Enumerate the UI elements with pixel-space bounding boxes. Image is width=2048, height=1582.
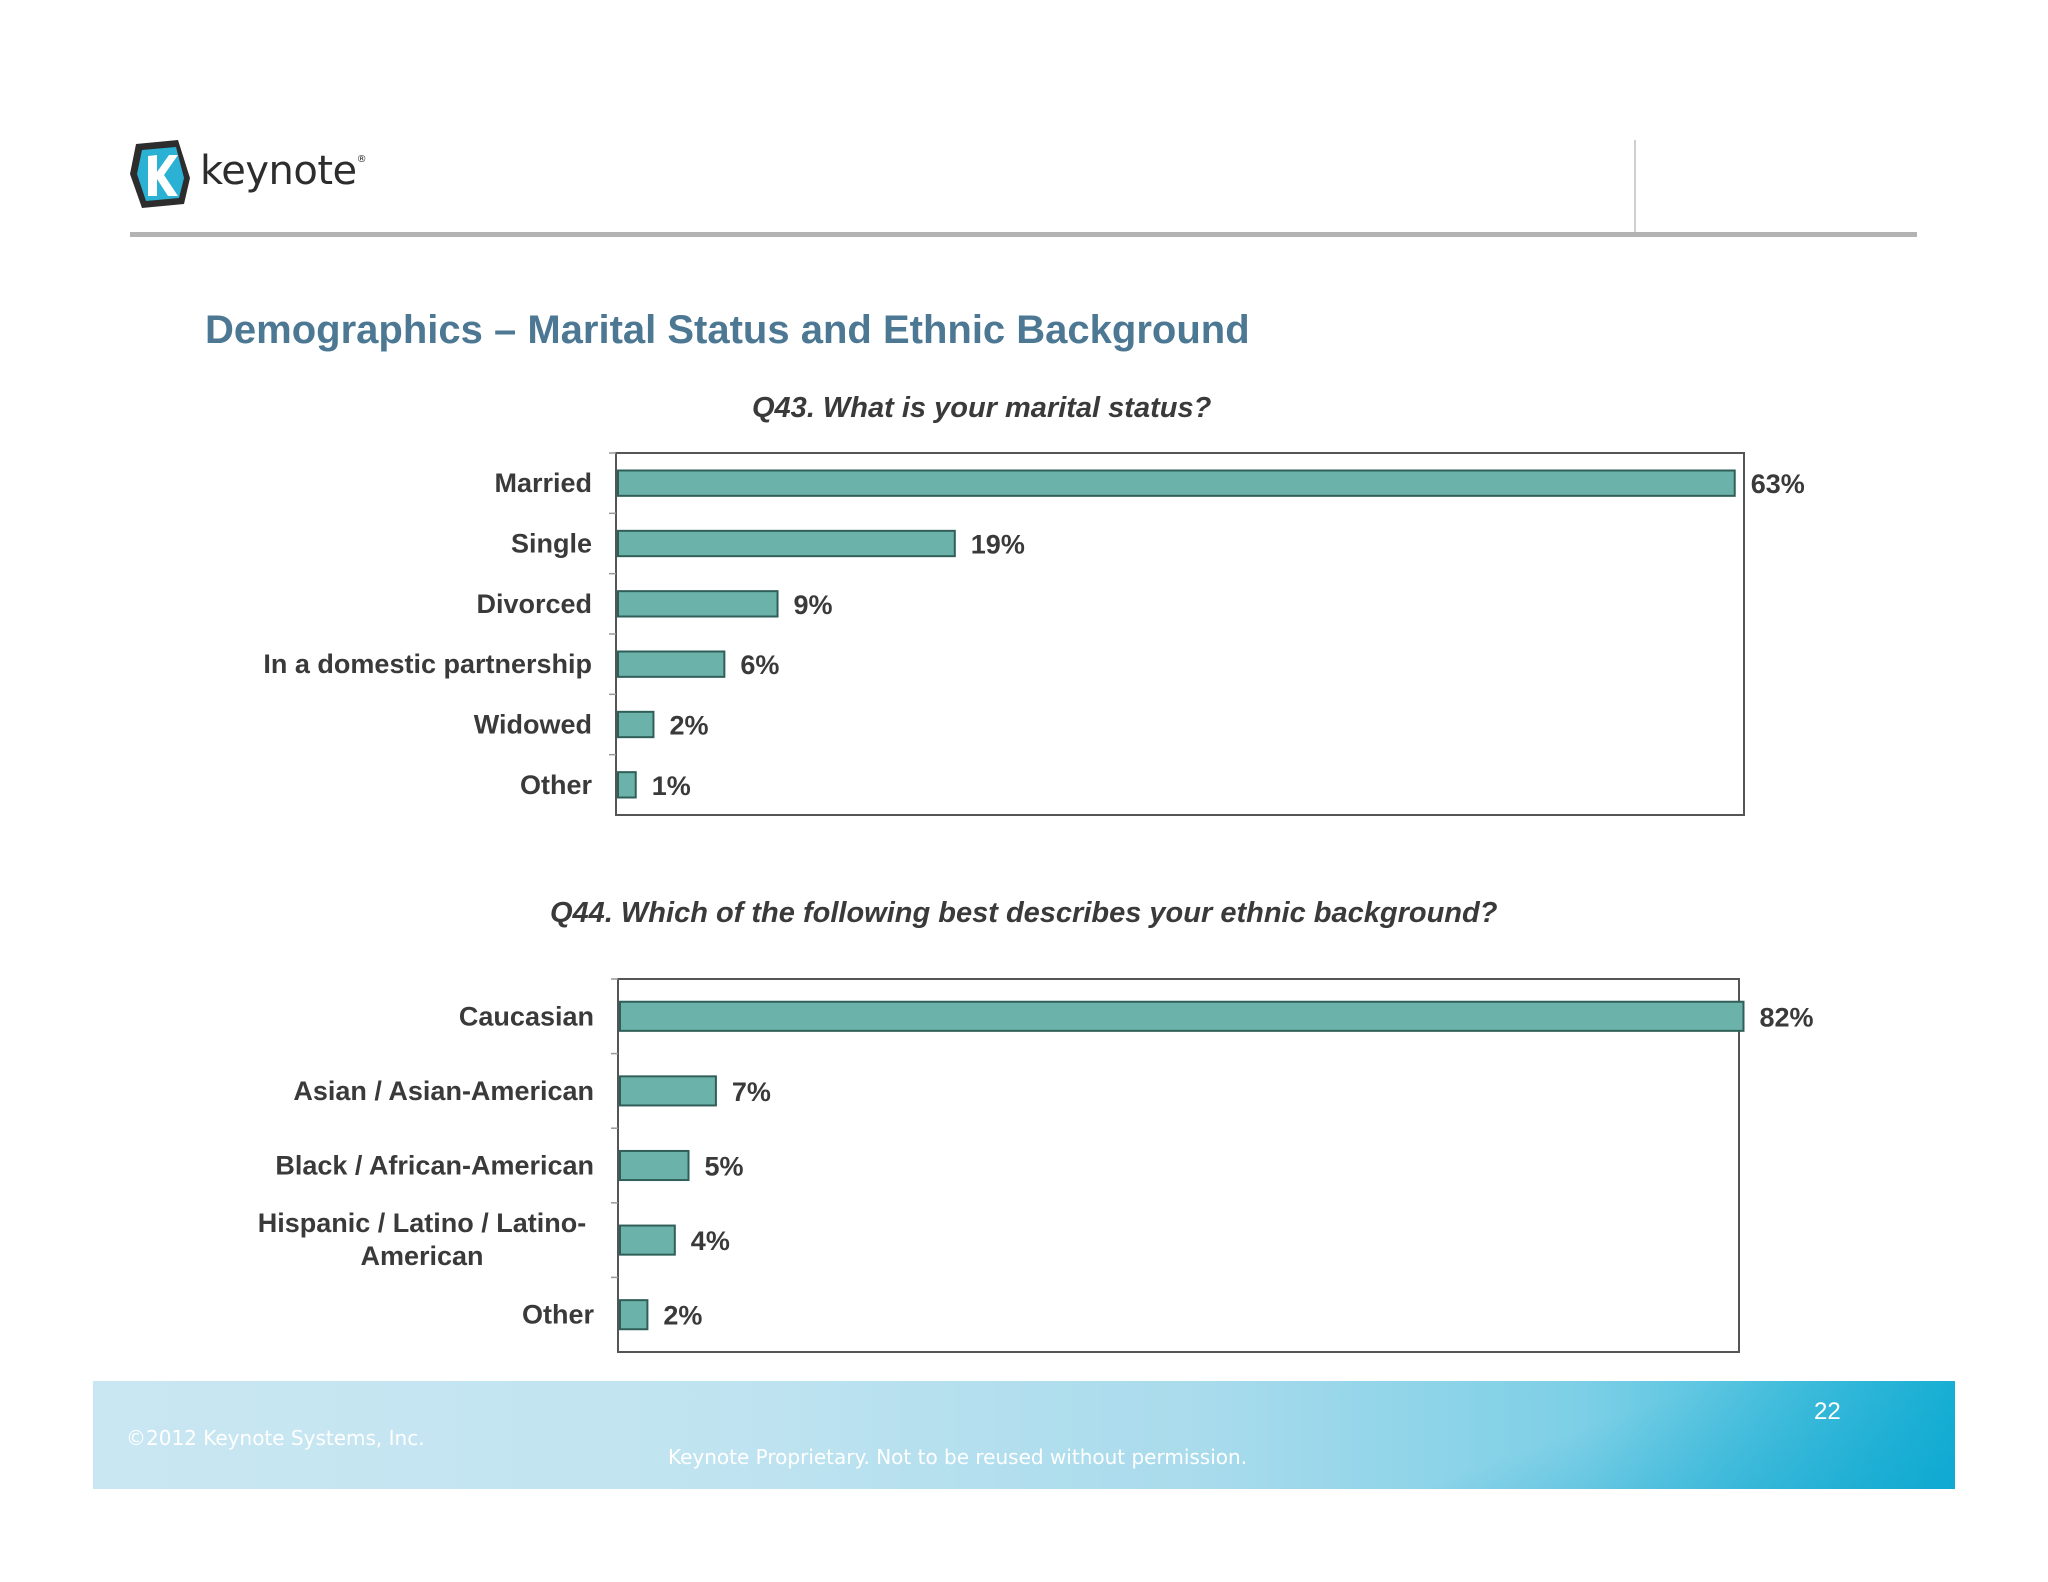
data-label: 2%	[663, 1301, 702, 1331]
logo-registered-mark: ®	[356, 154, 367, 165]
bar	[619, 1000, 1745, 1032]
bar	[619, 1149, 690, 1182]
data-label: 1%	[652, 771, 691, 801]
bar	[617, 529, 956, 558]
bar	[617, 469, 1736, 497]
data-label: 19%	[971, 530, 1025, 560]
bar	[619, 1299, 649, 1331]
copyright-text: ©2012 Keynote Systems, Inc.	[126, 1426, 425, 1450]
plot-frame	[615, 452, 1745, 816]
bar	[617, 590, 779, 618]
category-label-line: American	[360, 1241, 483, 1271]
data-label: 2%	[669, 711, 708, 741]
bar	[617, 710, 655, 739]
footer-wave-decoration	[1343, 1381, 1955, 1489]
footer-banner	[93, 1381, 1955, 1489]
data-label: 63%	[1751, 469, 1805, 499]
data-label: 7%	[732, 1077, 771, 1107]
category-label-line: Hispanic / Latino / Latino-	[258, 1208, 587, 1238]
category-label: Married	[494, 468, 592, 498]
keynote-wordmark: keynote®	[200, 148, 367, 194]
bar	[619, 1075, 717, 1107]
header-divider-vertical	[1634, 140, 1636, 234]
proprietary-notice: Keynote Proprietary. Not to be reused wi…	[668, 1445, 1248, 1469]
category-label: In a domestic partnership	[263, 649, 592, 679]
page-title: Demographics – Marital Status and Ethnic…	[205, 308, 1250, 352]
category-label: Other	[520, 770, 593, 800]
data-label: 5%	[705, 1152, 744, 1182]
category-label: Other	[522, 1300, 595, 1330]
category-label: Divorced	[476, 589, 592, 619]
bar	[617, 650, 726, 678]
plot-frame	[617, 978, 1740, 1353]
category-label: Single	[511, 529, 592, 559]
category-label: Asian / Asian-American	[293, 1076, 594, 1106]
keynote-logo-icon	[130, 140, 190, 208]
category-label: Caucasian	[459, 1001, 594, 1031]
category-label: Black / African-American	[275, 1151, 594, 1181]
chart-title-q44: Q44. Which of the following best describ…	[550, 897, 1498, 929]
page-number: 22	[1814, 1398, 1841, 1425]
data-label: 82%	[1759, 1002, 1813, 1032]
logo-text: keynote	[200, 148, 357, 194]
data-label: 4%	[691, 1226, 730, 1256]
category-label: Widowed	[474, 710, 592, 740]
data-label: 9%	[794, 590, 833, 620]
data-label: 6%	[740, 650, 779, 680]
chart-title-q43: Q43. What is your marital status?	[752, 392, 1212, 424]
category-label: Hispanic / Latino / Latino-American	[258, 1208, 587, 1271]
bar	[617, 771, 637, 799]
bar	[619, 1224, 676, 1256]
header-divider	[130, 232, 1917, 237]
